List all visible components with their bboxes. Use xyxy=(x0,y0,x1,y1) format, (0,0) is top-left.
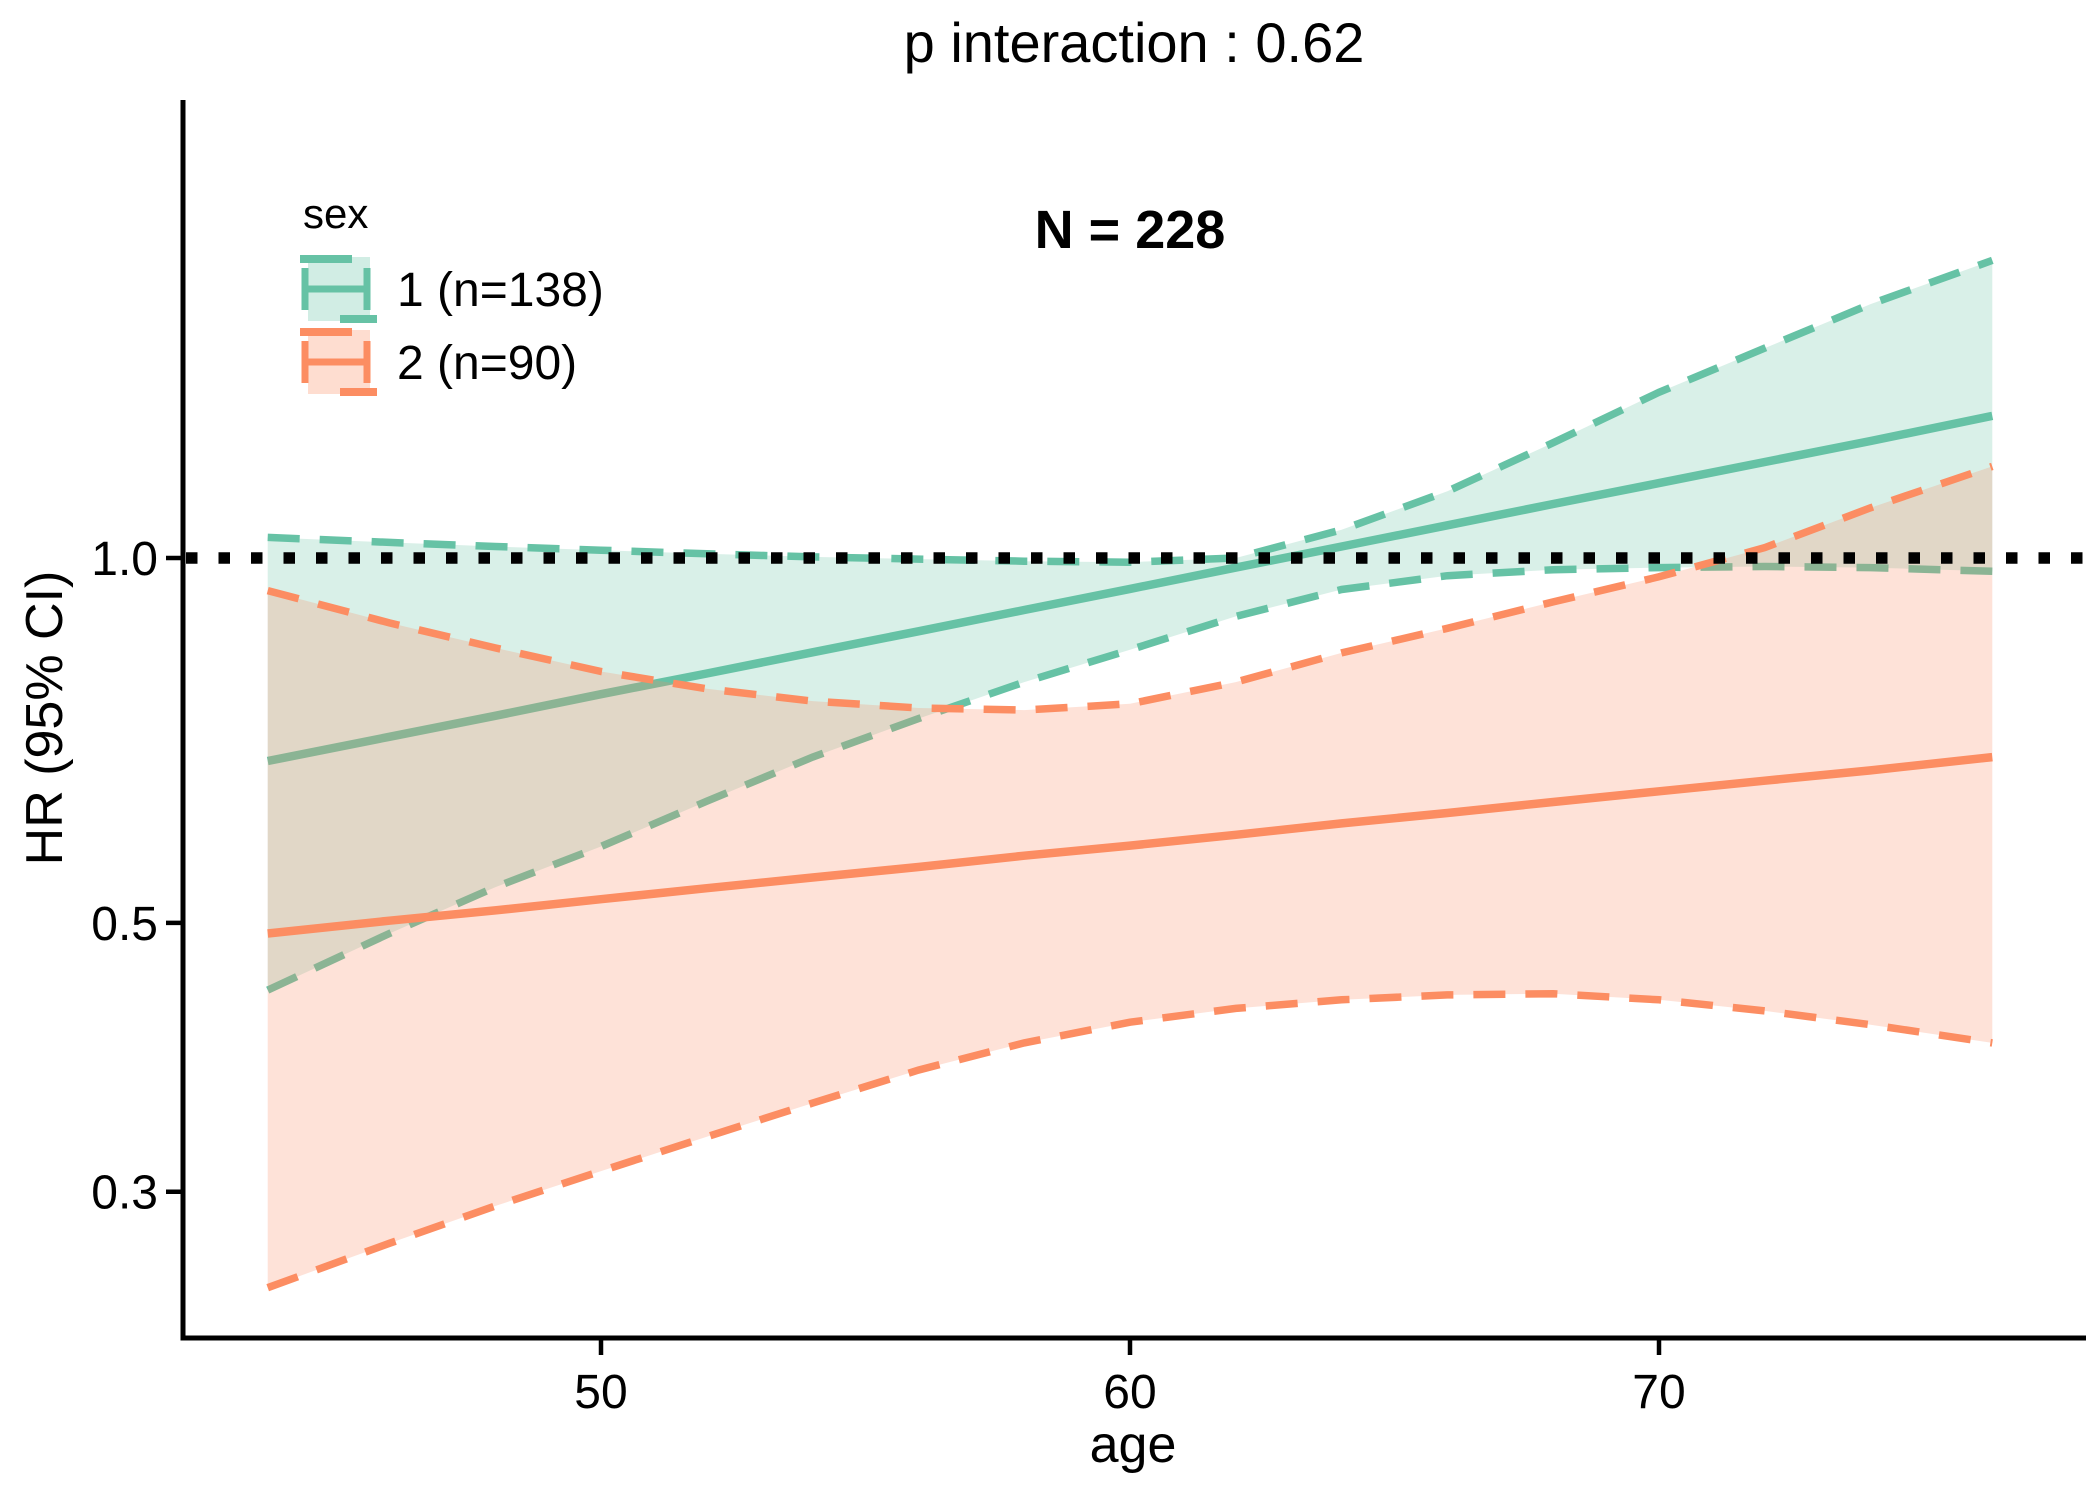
sample-size-annotation: N = 228 xyxy=(1035,200,1226,260)
ci-lower-dashed-line-sex2 xyxy=(266,989,1993,1292)
x-tick-label-60: 60 xyxy=(1103,1366,1156,1419)
legend-label-sex2: 2 (n=90) xyxy=(397,337,577,390)
x-axis-title: age xyxy=(1090,1416,1177,1474)
x-tick-label-70: 70 xyxy=(1632,1366,1685,1419)
ci-ribbon-sex2 xyxy=(267,466,1993,1288)
series-layer xyxy=(266,256,1994,1292)
legend-key-1 xyxy=(300,255,377,323)
axes xyxy=(180,100,2086,1341)
hr-curve-sex1 xyxy=(266,411,1994,766)
ci-lower-dashed-line-sex1 xyxy=(266,562,1993,994)
legend-key-2 xyxy=(300,328,377,396)
x-tick-label-50: 50 xyxy=(574,1366,627,1419)
y-tick-label-0.5: 0.5 xyxy=(91,898,158,951)
y-axis-title: HR (95% CI) xyxy=(16,571,74,866)
legend-label-sex1: 1 (n=138) xyxy=(397,264,604,317)
legend: sex 1 (n=138) 2 (n=90) xyxy=(300,190,604,396)
legend-title: sex xyxy=(303,190,368,237)
ticks-layer: 1.0 0.5 0.3 50 60 70 xyxy=(91,533,1685,1419)
y-tick-label-0.3: 0.3 xyxy=(91,1167,158,1220)
hr-curve-sex2 xyxy=(267,752,1993,938)
plot-title: p interaction : 0.62 xyxy=(904,11,1365,74)
legend-keys xyxy=(300,255,377,396)
y-tick-label-1.0: 1.0 xyxy=(91,533,158,586)
